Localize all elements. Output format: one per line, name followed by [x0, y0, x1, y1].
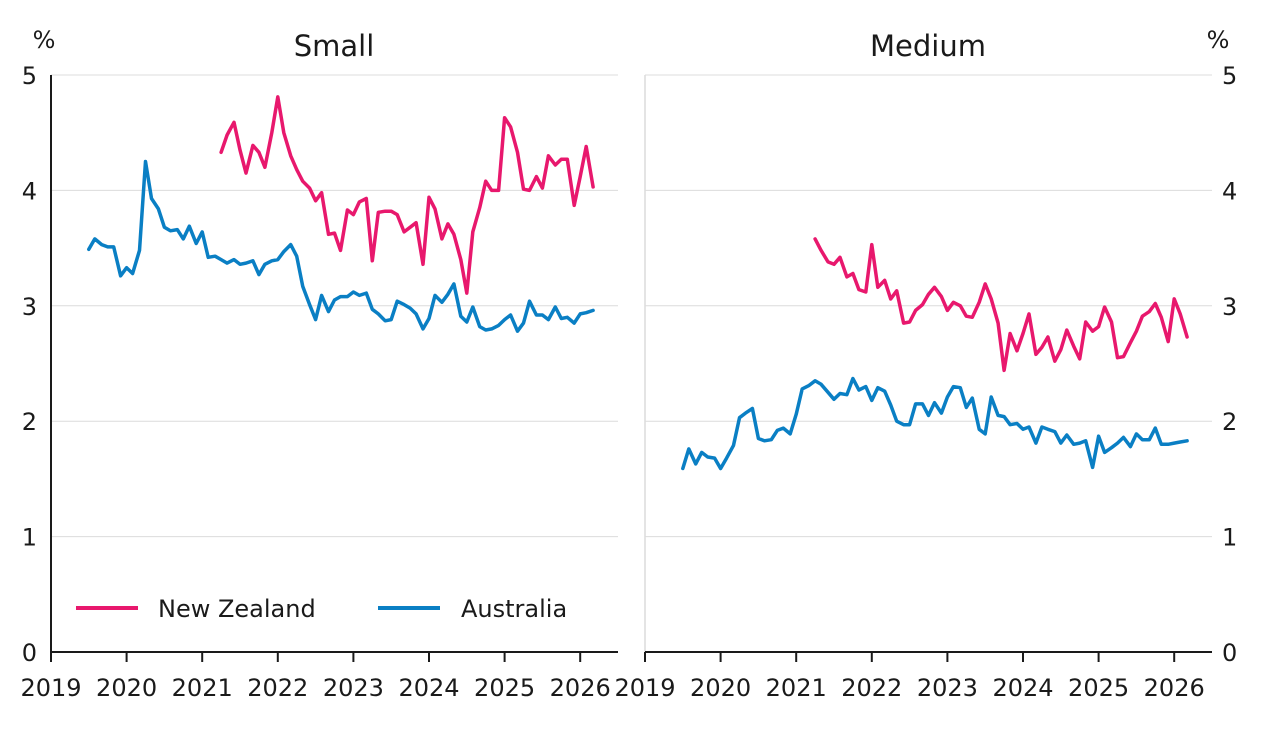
y-tick-label: 2 — [22, 408, 37, 436]
x-tick-label: 2022 — [247, 674, 308, 702]
x-tick-label: 2024 — [398, 674, 459, 702]
y-unit-label: % — [33, 26, 56, 54]
y-tick-label: 4 — [22, 177, 37, 205]
y-tick-label: 4 — [1222, 177, 1237, 205]
legend: New Zealand Australia — [76, 595, 567, 623]
y-tick-label: 5 — [22, 62, 37, 90]
y-tick-label: 1 — [1222, 524, 1237, 552]
y-tick-label: 3 — [1222, 293, 1237, 321]
x-tick-label: 2019 — [20, 674, 81, 702]
series-line-australia — [681, 376, 1189, 471]
panel-medium: 0 1 2 3 4 5% Medium 2019 2020 2021 2022 2023 2024 202… — [614, 26, 1237, 702]
legend-label-australia: Australia — [461, 595, 567, 623]
x-tick-label: 2020 — [96, 674, 157, 702]
x-tick-label: 2025 — [474, 674, 535, 702]
x-tick-label: 2022 — [841, 674, 902, 702]
x-tick-label: 2025 — [1068, 674, 1129, 702]
panel-title: Medium — [870, 29, 986, 63]
y-tick-label: 5 — [1222, 62, 1237, 90]
y-tick-label: 3 — [22, 293, 37, 321]
series-line-australia — [87, 159, 595, 333]
x-tick-label: 2023 — [323, 674, 384, 702]
y-tick-label: 0 — [1222, 639, 1237, 667]
y-unit-label: % — [1207, 26, 1230, 54]
x-tick-label: 2026 — [550, 674, 611, 702]
x-tick-label: 2021 — [172, 674, 233, 702]
y-tick-label: 1 — [22, 524, 37, 552]
x-tick-label: 2019 — [614, 674, 675, 702]
y-tick-label: 0 — [22, 639, 37, 667]
legend-label-new-zealand: New Zealand — [158, 595, 316, 623]
y-tick-label: 2 — [1222, 408, 1237, 436]
panel-small: 0 1 2 3 4 5% Small 2019 2020 2021 2022 2023 2024 2025… — [20, 26, 618, 702]
x-tick-label: 2020 — [690, 674, 751, 702]
series-line-new-zealand — [219, 95, 595, 295]
x-tick-label: 2024 — [992, 674, 1053, 702]
series-line-new-zealand — [813, 237, 1189, 373]
x-tick-label: 2026 — [1144, 674, 1205, 702]
panel-title: Small — [294, 29, 375, 63]
x-tick-label: 2023 — [917, 674, 978, 702]
x-tick-label: 2021 — [766, 674, 827, 702]
